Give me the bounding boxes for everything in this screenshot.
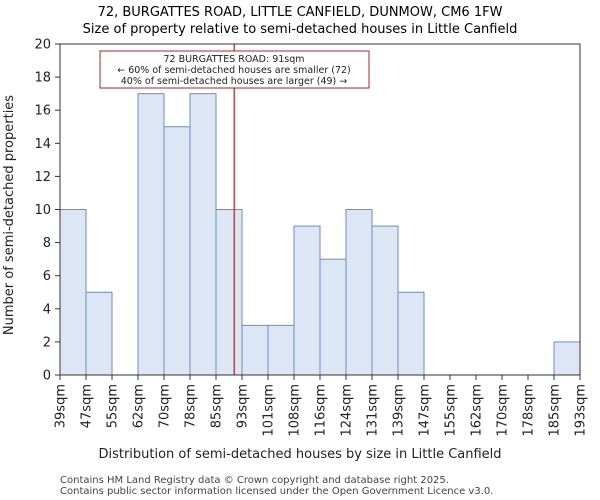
x-axis-label: Distribution of semi-detached houses by … bbox=[98, 447, 501, 462]
bar-39sqm bbox=[59, 209, 87, 376]
x-tick-label: 193sqm bbox=[574, 384, 589, 437]
bar-139sqm bbox=[397, 291, 425, 376]
footer-line-1: Contains HM Land Registry data © Crown c… bbox=[60, 475, 449, 486]
x-tick-label: 124sqm bbox=[340, 384, 355, 437]
y-tick-label: 6 bbox=[43, 269, 51, 284]
bar-124sqm bbox=[345, 209, 373, 376]
annotation-line-1: 72 BURGATTES ROAD: 91sqm bbox=[163, 54, 304, 65]
bar-185sqm bbox=[553, 341, 581, 376]
y-tick-label: 10 bbox=[34, 203, 51, 218]
y-tick-label: 4 bbox=[43, 302, 51, 317]
chart-title: 72, BURGATTES ROAD, LITTLE CANFIELD, DUN… bbox=[98, 5, 503, 20]
bar-108sqm bbox=[293, 225, 321, 376]
bar-70sqm bbox=[163, 126, 191, 376]
y-tick-label: 12 bbox=[34, 170, 51, 185]
x-tick-label: 78sqm bbox=[184, 384, 199, 428]
chart-subtitle: Size of property relative to semi-detach… bbox=[83, 22, 518, 37]
plot-frame bbox=[59, 43, 581, 376]
y-tick-label: 8 bbox=[43, 236, 51, 251]
x-tick-label: 39sqm bbox=[54, 384, 69, 428]
y-axis-ticks: 0 2 4 6 8 10 12 14 16 18 20 bbox=[34, 38, 60, 384]
bar-116sqm bbox=[319, 258, 347, 376]
bar-47sqm bbox=[85, 291, 113, 376]
bar-78sqm bbox=[189, 93, 217, 376]
y-tick-label: 16 bbox=[34, 104, 51, 119]
x-tick-label: 70sqm bbox=[158, 384, 173, 428]
bar-93sqm bbox=[241, 324, 269, 376]
x-tick-label: 155sqm bbox=[444, 384, 459, 437]
annotation-line-2: ← 60% of semi-detached houses are smalle… bbox=[117, 65, 351, 76]
y-tick-label: 20 bbox=[34, 38, 51, 53]
x-tick-label: 162sqm bbox=[470, 384, 485, 437]
bar-85sqm bbox=[215, 209, 243, 376]
bar-62sqm bbox=[137, 93, 165, 376]
x-tick-label: 139sqm bbox=[392, 384, 407, 437]
annotation-frame bbox=[99, 50, 370, 89]
x-tick-label: 147sqm bbox=[418, 384, 433, 437]
footer-line-2: Contains public sector information licen… bbox=[60, 486, 493, 497]
y-axis-label: Number of semi-detached properties bbox=[2, 95, 17, 335]
x-tick-label: 116sqm bbox=[314, 384, 329, 437]
x-tick-label: 178sqm bbox=[522, 384, 537, 437]
x-tick-label: 108sqm bbox=[288, 384, 303, 437]
x-tick-label: 55sqm bbox=[106, 384, 121, 428]
x-tick-label: 185sqm bbox=[548, 384, 563, 437]
y-tick-label: 18 bbox=[34, 71, 51, 86]
x-axis-ticks: 39sqm 47sqm 55sqm 62sqm 70sqm 78sqm 85sqm 93sqm… bbox=[54, 375, 589, 437]
x-tick-label: 170sqm bbox=[496, 384, 511, 437]
x-tick-label: 62sqm bbox=[132, 384, 147, 428]
x-tick-label: 101sqm bbox=[262, 384, 277, 437]
x-tick-label: 131sqm bbox=[366, 384, 381, 437]
x-tick-label: 47sqm bbox=[80, 384, 95, 428]
bar-101sqm bbox=[267, 324, 295, 376]
y-tick-label: 14 bbox=[34, 137, 51, 152]
bars-group bbox=[59, 93, 581, 376]
annotation-box: 72 BURGATTES ROAD: 91sqm ← 60% of semi-d… bbox=[99, 50, 370, 89]
y-tick-label: 2 bbox=[43, 335, 51, 350]
x-tick-label: 85sqm bbox=[210, 384, 225, 428]
x-tick-label: 93sqm bbox=[236, 384, 251, 428]
y-tick-label: 0 bbox=[43, 369, 51, 384]
bar-131sqm bbox=[371, 225, 399, 376]
annotation-line-3: 40% of semi-detached houses are larger (… bbox=[121, 76, 348, 87]
